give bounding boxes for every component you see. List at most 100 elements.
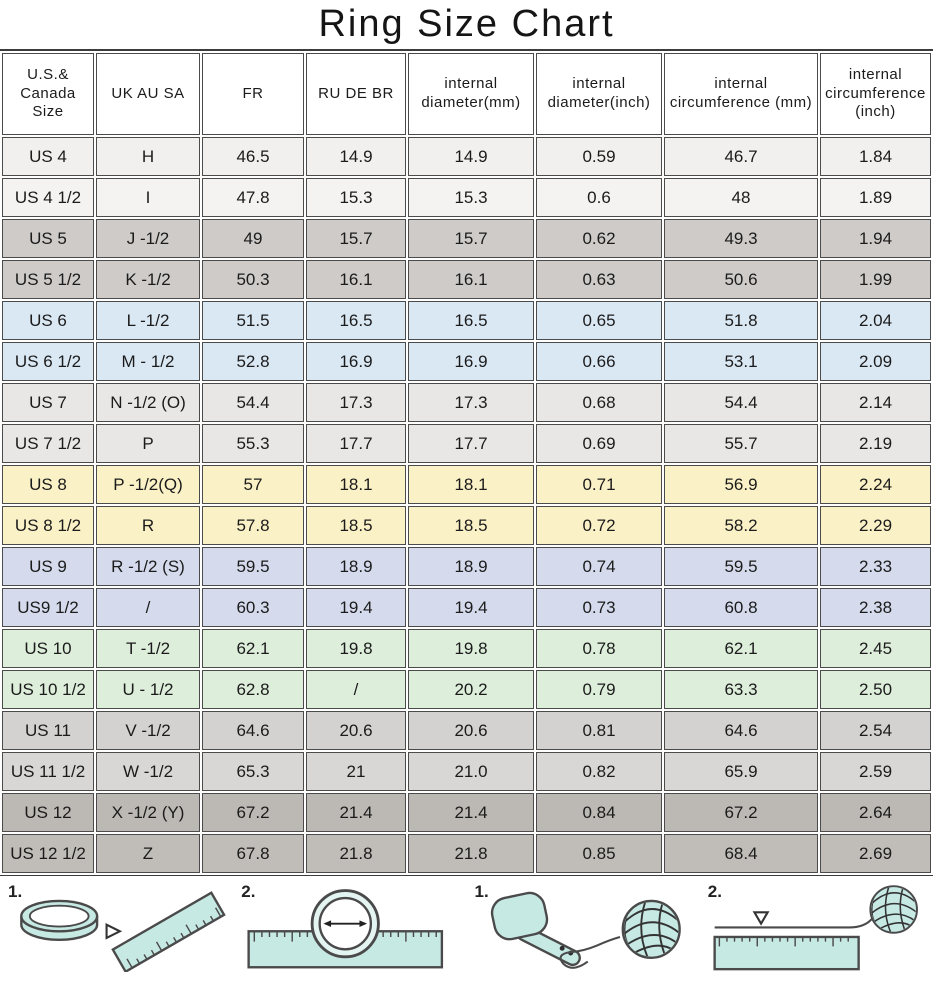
table-cell: 55.7: [664, 424, 818, 463]
table-cell: 20.2: [408, 670, 534, 709]
table-cell: 2.54: [820, 711, 931, 750]
ring-band-icon: [19, 899, 98, 941]
table-cell: 0.65: [536, 301, 662, 340]
measuring-instructions: 1. 2.: [0, 880, 933, 972]
table-cell: 1.94: [820, 219, 931, 258]
table-cell: 19.8: [306, 629, 406, 668]
table-cell: 14.9: [306, 137, 406, 176]
table-cell: W -1/2: [96, 752, 200, 791]
table-cell: 48: [664, 178, 818, 217]
column-header: internal circumference (inch): [820, 53, 931, 135]
yarn-ball-icon: [869, 885, 919, 934]
table-cell: Z: [96, 834, 200, 873]
table-cell: K -1/2: [96, 260, 200, 299]
table-cell: 62.8: [202, 670, 304, 709]
table-cell: 54.4: [202, 383, 304, 422]
table-cell: US 7: [2, 383, 94, 422]
table-cell: 1.89: [820, 178, 931, 217]
table-cell: 16.9: [408, 342, 534, 381]
table-cell: 18.9: [306, 547, 406, 586]
table-cell: 0.78: [536, 629, 662, 668]
table-cell: 2.09: [820, 342, 931, 381]
table-row: US 11 V -1/2 64.6 20.6 20.6 0.81 64.6 2.54: [2, 711, 931, 750]
table-cell: 51.8: [664, 301, 818, 340]
table-cell: US 5 1/2: [2, 260, 94, 299]
table-cell: US 6: [2, 301, 94, 340]
table-cell: 52.8: [202, 342, 304, 381]
column-header: RU DE BR: [306, 53, 406, 135]
table-cell: 62.1: [202, 629, 304, 668]
table-cell: 59.5: [202, 547, 304, 586]
ring-size-table: U.S.& Canada Size UK AU SA FR RU DE BR inter…: [0, 49, 933, 876]
down-arrow-icon: [752, 911, 770, 926]
table-cell: US 12 1/2: [2, 834, 94, 873]
ruler-icon: [713, 935, 861, 971]
table-cell: 63.3: [664, 670, 818, 709]
table-cell: 49: [202, 219, 304, 258]
table-cell: 56.9: [664, 465, 818, 504]
table-cell: 62.1: [664, 629, 818, 668]
table-cell: US 11: [2, 711, 94, 750]
table-cell: US 9: [2, 547, 94, 586]
table-row: US 4 H 46.5 14.9 14.9 0.59 46.7 1.84: [2, 137, 931, 176]
table-cell: 2.38: [820, 588, 931, 627]
table-cell: 2.45: [820, 629, 931, 668]
table-cell: 60.8: [664, 588, 818, 627]
table-cell: 19.8: [408, 629, 534, 668]
table-row: US 8 1/2 R 57.8 18.5 18.5 0.72 58.2 2.29: [2, 506, 931, 545]
table-cell: 57.8: [202, 506, 304, 545]
table-header: U.S.& Canada Size UK AU SA FR RU DE BR inter…: [2, 53, 931, 135]
step-number: 1.: [474, 882, 489, 901]
table-cell: /: [96, 588, 200, 627]
table-cell: 0.66: [536, 342, 662, 381]
table-cell: 0.69: [536, 424, 662, 463]
diameter-arrow-icon: [323, 920, 367, 927]
table-cell: 15.7: [408, 219, 534, 258]
table-cell: U - 1/2: [96, 670, 200, 709]
column-header: U.S.& Canada Size: [2, 53, 94, 135]
table-cell: 51.5: [202, 301, 304, 340]
table-cell: 46.7: [664, 137, 818, 176]
table-cell: 0.74: [536, 547, 662, 586]
ruler-ticks: [719, 936, 850, 947]
measure-step-ring-1: 1.: [0, 880, 233, 972]
table-row: US9 1/2/60.3 19.4 19.4 0.73 60.8 2.38: [2, 588, 931, 627]
table-cell: 21.8: [306, 834, 406, 873]
table-cell: H: [96, 137, 200, 176]
table-cell: 20.6: [306, 711, 406, 750]
table-cell: 2.29: [820, 506, 931, 545]
table-cell: R: [96, 506, 200, 545]
table-cell: 15.3: [408, 178, 534, 217]
table-cell: US 6 1/2: [2, 342, 94, 381]
table-cell: 0.82: [536, 752, 662, 791]
table-cell: 54.4: [664, 383, 818, 422]
table-cell: 16.5: [408, 301, 534, 340]
table-cell: 67.2: [664, 793, 818, 832]
table-cell: US 12: [2, 793, 94, 832]
table-cell: T -1/2: [96, 629, 200, 668]
table-cell: 65.9: [664, 752, 818, 791]
table-cell: P: [96, 424, 200, 463]
table-row: US 10 1/2 U - 1/2 62.8/20.2 0.79 63.3 2.50: [2, 670, 931, 709]
table-cell: 16.9: [306, 342, 406, 381]
table-cell: US 4 1/2: [2, 178, 94, 217]
table-cell: 16.5: [306, 301, 406, 340]
table-row: US 12 X -1/2 (Y) 67.2 21.4 21.4 0.84 67.2 2.64: [2, 793, 931, 832]
table-cell: 0.63: [536, 260, 662, 299]
column-header: internal diameter(mm): [408, 53, 534, 135]
table-cell: X -1/2 (Y): [96, 793, 200, 832]
table-cell: I: [96, 178, 200, 217]
table-cell: 57: [202, 465, 304, 504]
table-cell: J -1/2: [96, 219, 200, 258]
table-cell: US 11 1/2: [2, 752, 94, 791]
table-cell: 50.6: [664, 260, 818, 299]
table-cell: 2.64: [820, 793, 931, 832]
table-cell: 17.3: [306, 383, 406, 422]
string-icon: [559, 935, 621, 969]
table-cell: 0.73: [536, 588, 662, 627]
table-cell: 47.8: [202, 178, 304, 217]
table-cell: 59.5: [664, 547, 818, 586]
table-cell: US 8: [2, 465, 94, 504]
